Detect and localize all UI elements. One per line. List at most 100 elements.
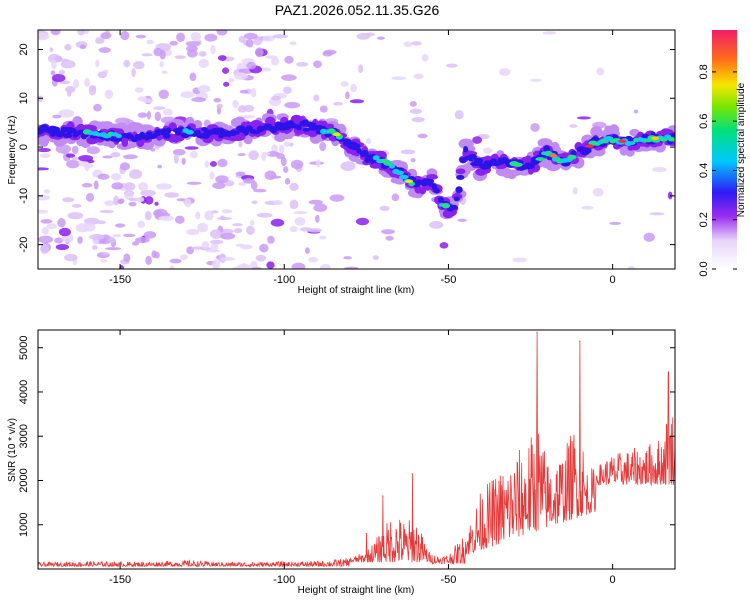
spectrogram-noise-blob [120, 31, 130, 41]
spectrogram-noise-blob [113, 195, 120, 206]
spectrogram-noise-blob [243, 104, 255, 112]
spectrogram-noise-blob [272, 34, 289, 39]
spectrogram-noise-blob [154, 111, 162, 122]
spectrogram-noise-blob [50, 30, 61, 36]
x-tick-label: -50 [440, 274, 456, 286]
spectrogram-noise-blob [379, 205, 390, 211]
spectrogram-noise-blob [135, 237, 150, 244]
spectrogram-noise-blob [232, 99, 239, 109]
spectrogram-noise-blob [105, 247, 122, 251]
spectrogram-noise-blob [530, 78, 542, 82]
spectrogram-noise-blob [633, 109, 639, 114]
spectrogram-noise-blob [212, 182, 226, 190]
spectrogram-noise-blob [186, 228, 200, 236]
spectrogram-noise-blob [58, 109, 75, 118]
ridge-blue [245, 125, 253, 131]
spectrogram-noise-blob [184, 146, 199, 150]
spectrogram-noise-blob [64, 253, 78, 262]
spectrogram-noise-blob [340, 81, 349, 87]
snr-x-ticks: -150 -100 -50 0 [109, 330, 616, 586]
spectrogram-noise-blob [84, 77, 91, 88]
y-tick-label: 3000 [18, 424, 30, 448]
spectrogram-noise-blob [185, 40, 201, 47]
spectrogram-noise-blob [409, 101, 417, 107]
spectrogram-noise-blob [238, 140, 243, 148]
spectrogram-noise-blob [262, 35, 275, 42]
spectrogram-noise-blob [262, 151, 271, 156]
spectrogram-noise-blob [146, 110, 152, 120]
ridge-blue [583, 147, 592, 154]
spectrogram-noise-blob [78, 154, 94, 162]
spectrogram-noise-blob [254, 47, 264, 58]
spectrogram-noise-blob [235, 171, 246, 177]
x-tick-label: -100 [273, 274, 295, 286]
spectrogram-noise-blob [210, 44, 216, 55]
ridge-blue [68, 128, 77, 133]
x-tick-label: -100 [273, 574, 295, 586]
spectrogram-noise-blob [289, 199, 299, 210]
ridge-blue [543, 145, 551, 153]
spectrogram-noise-blob [417, 133, 428, 139]
spectrogram-noise-blob [233, 228, 243, 234]
spectrogram-noise-blob [355, 217, 370, 226]
spectrogram-noise-blob [64, 43, 72, 51]
spectrogram-noise-blob [191, 97, 206, 103]
spectrogram-noise-blob [356, 32, 371, 40]
spectrogram-noise-blob [411, 41, 422, 46]
spectrogram-noise-blob [216, 30, 228, 36]
y-tick-label: 2000 [18, 468, 30, 492]
spectrogram-noise-blob [122, 233, 136, 238]
spectrogram-noise-blob [180, 91, 195, 98]
ridge-blue [433, 187, 440, 194]
y-tick-label: -10 [18, 188, 30, 204]
spectrogram-noise-blob [289, 41, 297, 46]
spectrogram-noise-blob [609, 221, 622, 225]
ridge-blue [455, 186, 463, 194]
spectrogram-noise-blob [143, 231, 157, 239]
spectrogram-noise-blob [102, 155, 113, 159]
spectrogram-noise-blob [259, 243, 269, 253]
ridge-peak [332, 132, 341, 137]
colorbar-tick-label: 0.6 [698, 114, 710, 129]
spectrogram-noise-blob [457, 218, 467, 222]
spectrogram-noise-blob [278, 144, 285, 154]
spectrogram-noise-blob [191, 246, 205, 250]
spectrogram-noise-blob [581, 205, 594, 210]
snr-peak-point [382, 495, 384, 497]
spectrogram-noise-blob [112, 233, 122, 238]
spectrogram-noise-blob [186, 45, 198, 52]
spectrogram-noise-blob [250, 88, 257, 98]
spectrogram-noise-blob [255, 254, 267, 262]
spectrogram-noise-blob [283, 86, 292, 95]
spectrogram-noise-blob [213, 97, 222, 103]
spectrogram-noise-blob [40, 219, 53, 224]
spectrogram-noise-blob [158, 89, 169, 99]
ridge-purple [290, 114, 303, 124]
spectrogram-noise-blob [270, 57, 280, 66]
colorbar-gradient [712, 30, 737, 269]
spectrogram-noise-blob [280, 156, 287, 167]
snr-y-axis-label: SNR (10 * v/v) [7, 418, 18, 482]
spectrogram-noise-blob [344, 266, 359, 269]
spectrogram-noise-blob [299, 227, 313, 232]
spectrogram-noise-blob [403, 41, 413, 48]
spectrogram-noise-blob [169, 40, 178, 46]
spectrogram-noise-blob [111, 182, 124, 190]
spectrogram-noise-blob [289, 182, 299, 192]
spectrogram-noise-blob [281, 74, 297, 81]
ridge-purple [121, 137, 129, 148]
spectrogram-noise-blob [38, 32, 50, 41]
spectrogram-noise-blob [649, 212, 665, 216]
spectrogram-noise-blob [290, 159, 304, 170]
spectrogram-noise-blob [161, 70, 168, 75]
ridge-halo [466, 145, 476, 152]
spectrogram-noise-blob [38, 209, 49, 214]
spectrogram-noise-blob [38, 167, 49, 171]
spectrogram-noise-blob [93, 180, 99, 190]
ridge-hotspot [115, 133, 122, 139]
colorbar: 0.0 0.2 0.4 0.6 0.8 Normalized spectral ampl… [698, 30, 747, 277]
spectrogram-noise-blob [250, 181, 258, 190]
spectrogram-noise-blob [209, 229, 223, 239]
ridge-blue [456, 174, 465, 180]
spectrogram-noise-blob [198, 51, 207, 57]
